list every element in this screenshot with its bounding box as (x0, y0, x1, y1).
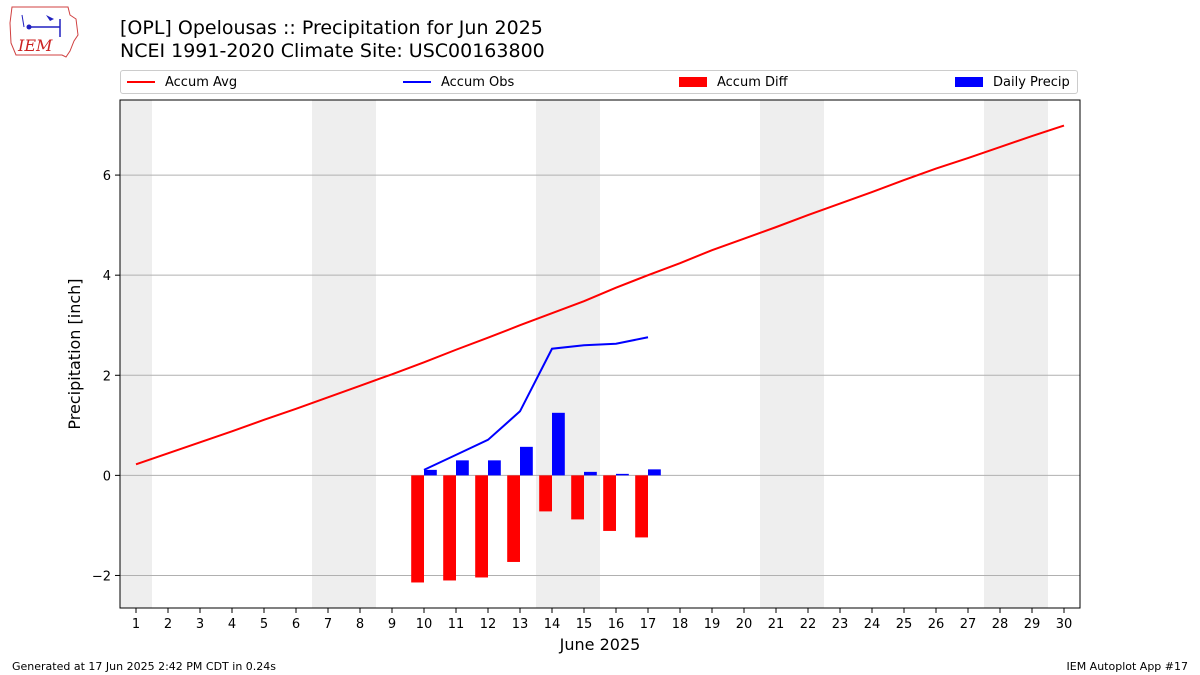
x-tick-label: 21 (768, 617, 785, 632)
x-tick-label: 22 (800, 617, 817, 632)
x-tick-label: 9 (388, 617, 396, 632)
x-tick-label: 29 (1024, 617, 1041, 632)
legend-item-accum-diff: Accum Diff (679, 71, 788, 93)
accum-diff-bar (507, 475, 520, 562)
x-tick-label: 24 (864, 617, 881, 632)
weekend-band (312, 100, 376, 608)
accum-diff-bar (443, 475, 456, 581)
accum-diff-bar (539, 475, 552, 512)
x-tick-label: 2 (164, 617, 172, 632)
daily-precip-bar (648, 469, 661, 476)
x-tick-label: 17 (640, 617, 657, 632)
chart-subtitle: NCEI 1991-2020 Climate Site: USC00163800 (120, 40, 545, 62)
x-tick-label: 6 (292, 617, 300, 632)
legend-label-accum-avg: Accum Avg (165, 74, 238, 90)
x-tick-label: 28 (992, 617, 1009, 632)
daily-precip-bar (552, 412, 565, 476)
legend-swatch-accum-diff (679, 77, 707, 87)
x-tick-label: 18 (672, 617, 689, 632)
y-tick-label: 4 (103, 269, 111, 284)
x-tick-label: 10 (416, 617, 433, 632)
legend-swatch-daily-precip (955, 77, 983, 87)
accum-diff-bar (635, 475, 648, 538)
accum-diff-bar (571, 475, 584, 520)
x-tick-label: 25 (896, 617, 913, 632)
daily-precip-bar (424, 469, 437, 476)
weekend-bands (120, 100, 1048, 608)
accum-diff-bar (475, 475, 488, 578)
legend-label-accum-diff: Accum Diff (717, 74, 788, 90)
x-tick-label: 23 (832, 617, 849, 632)
x-tick-label: 16 (608, 617, 625, 632)
weekend-band (536, 100, 600, 608)
legend-item-accum-avg: Accum Avg (127, 71, 237, 93)
x-tick-label: 30 (1056, 617, 1073, 632)
legend-label-accum-obs: Accum Obs (441, 74, 515, 90)
legend: Accum Avg Accum Obs Accum Diff Daily Pre… (120, 70, 1078, 94)
accum-obs-line (423, 336, 649, 471)
y-tick-label: 0 (103, 469, 111, 484)
accum-diff-bar (411, 475, 424, 583)
x-tick-label: 14 (544, 617, 561, 632)
x-tick-label: 8 (356, 617, 364, 632)
gridlines (120, 174, 1080, 576)
weekend-band (120, 100, 152, 608)
x-tick-label: 4 (228, 617, 236, 632)
x-tick-label: 20 (736, 617, 753, 632)
x-tick-label: 5 (260, 617, 268, 632)
footer-generated: Generated at 17 Jun 2025 2:42 PM CDT in … (12, 660, 277, 673)
accum-avg-line (135, 124, 1065, 466)
weekend-band (760, 100, 824, 608)
x-tick-label: 11 (448, 617, 465, 632)
x-tick-label: 12 (480, 617, 497, 632)
x-tick-label: 27 (960, 617, 977, 632)
y-tick-label: −2 (92, 569, 111, 584)
legend-item-accum-obs: Accum Obs (403, 71, 514, 93)
legend-swatch-accum-obs (403, 81, 431, 83)
logo-text: IEM (17, 36, 53, 55)
y-tick-label: 6 (103, 169, 111, 184)
daily-precip-bar (456, 460, 469, 476)
x-axis-label: June 2025 (559, 635, 641, 654)
legend-item-daily-precip: Daily Precip (955, 71, 1070, 93)
legend-swatch-accum-avg (127, 81, 155, 83)
daily-precip-bar (616, 473, 629, 476)
x-tick-label: 26 (928, 617, 945, 632)
series-lines (135, 124, 1065, 471)
x-tick-label: 13 (512, 617, 529, 632)
y-tick-label: 2 (103, 369, 111, 384)
daily-precip-bar (584, 471, 597, 476)
x-tick-label: 19 (704, 617, 721, 632)
x-tick-label: 3 (196, 617, 204, 632)
daily-precip-bar (488, 460, 501, 476)
x-tick-label: 7 (324, 617, 332, 632)
weekend-band (984, 100, 1048, 608)
bars (411, 412, 661, 583)
footer-app: IEM Autoplot App #17 (1066, 660, 1189, 673)
iem-logo: IEM (9, 6, 79, 58)
y-axis-label: Precipitation [inch] (65, 278, 84, 429)
legend-label-daily-precip: Daily Precip (993, 74, 1070, 90)
axes-frame (119, 99, 1081, 609)
accum-diff-bar (603, 475, 616, 531)
chart-title: [OPL] Opelousas :: Precipitation for Jun… (120, 17, 543, 39)
x-tick-label: 15 (576, 617, 593, 632)
x-tick-label: 1 (132, 617, 140, 632)
daily-precip-bar (520, 446, 533, 476)
